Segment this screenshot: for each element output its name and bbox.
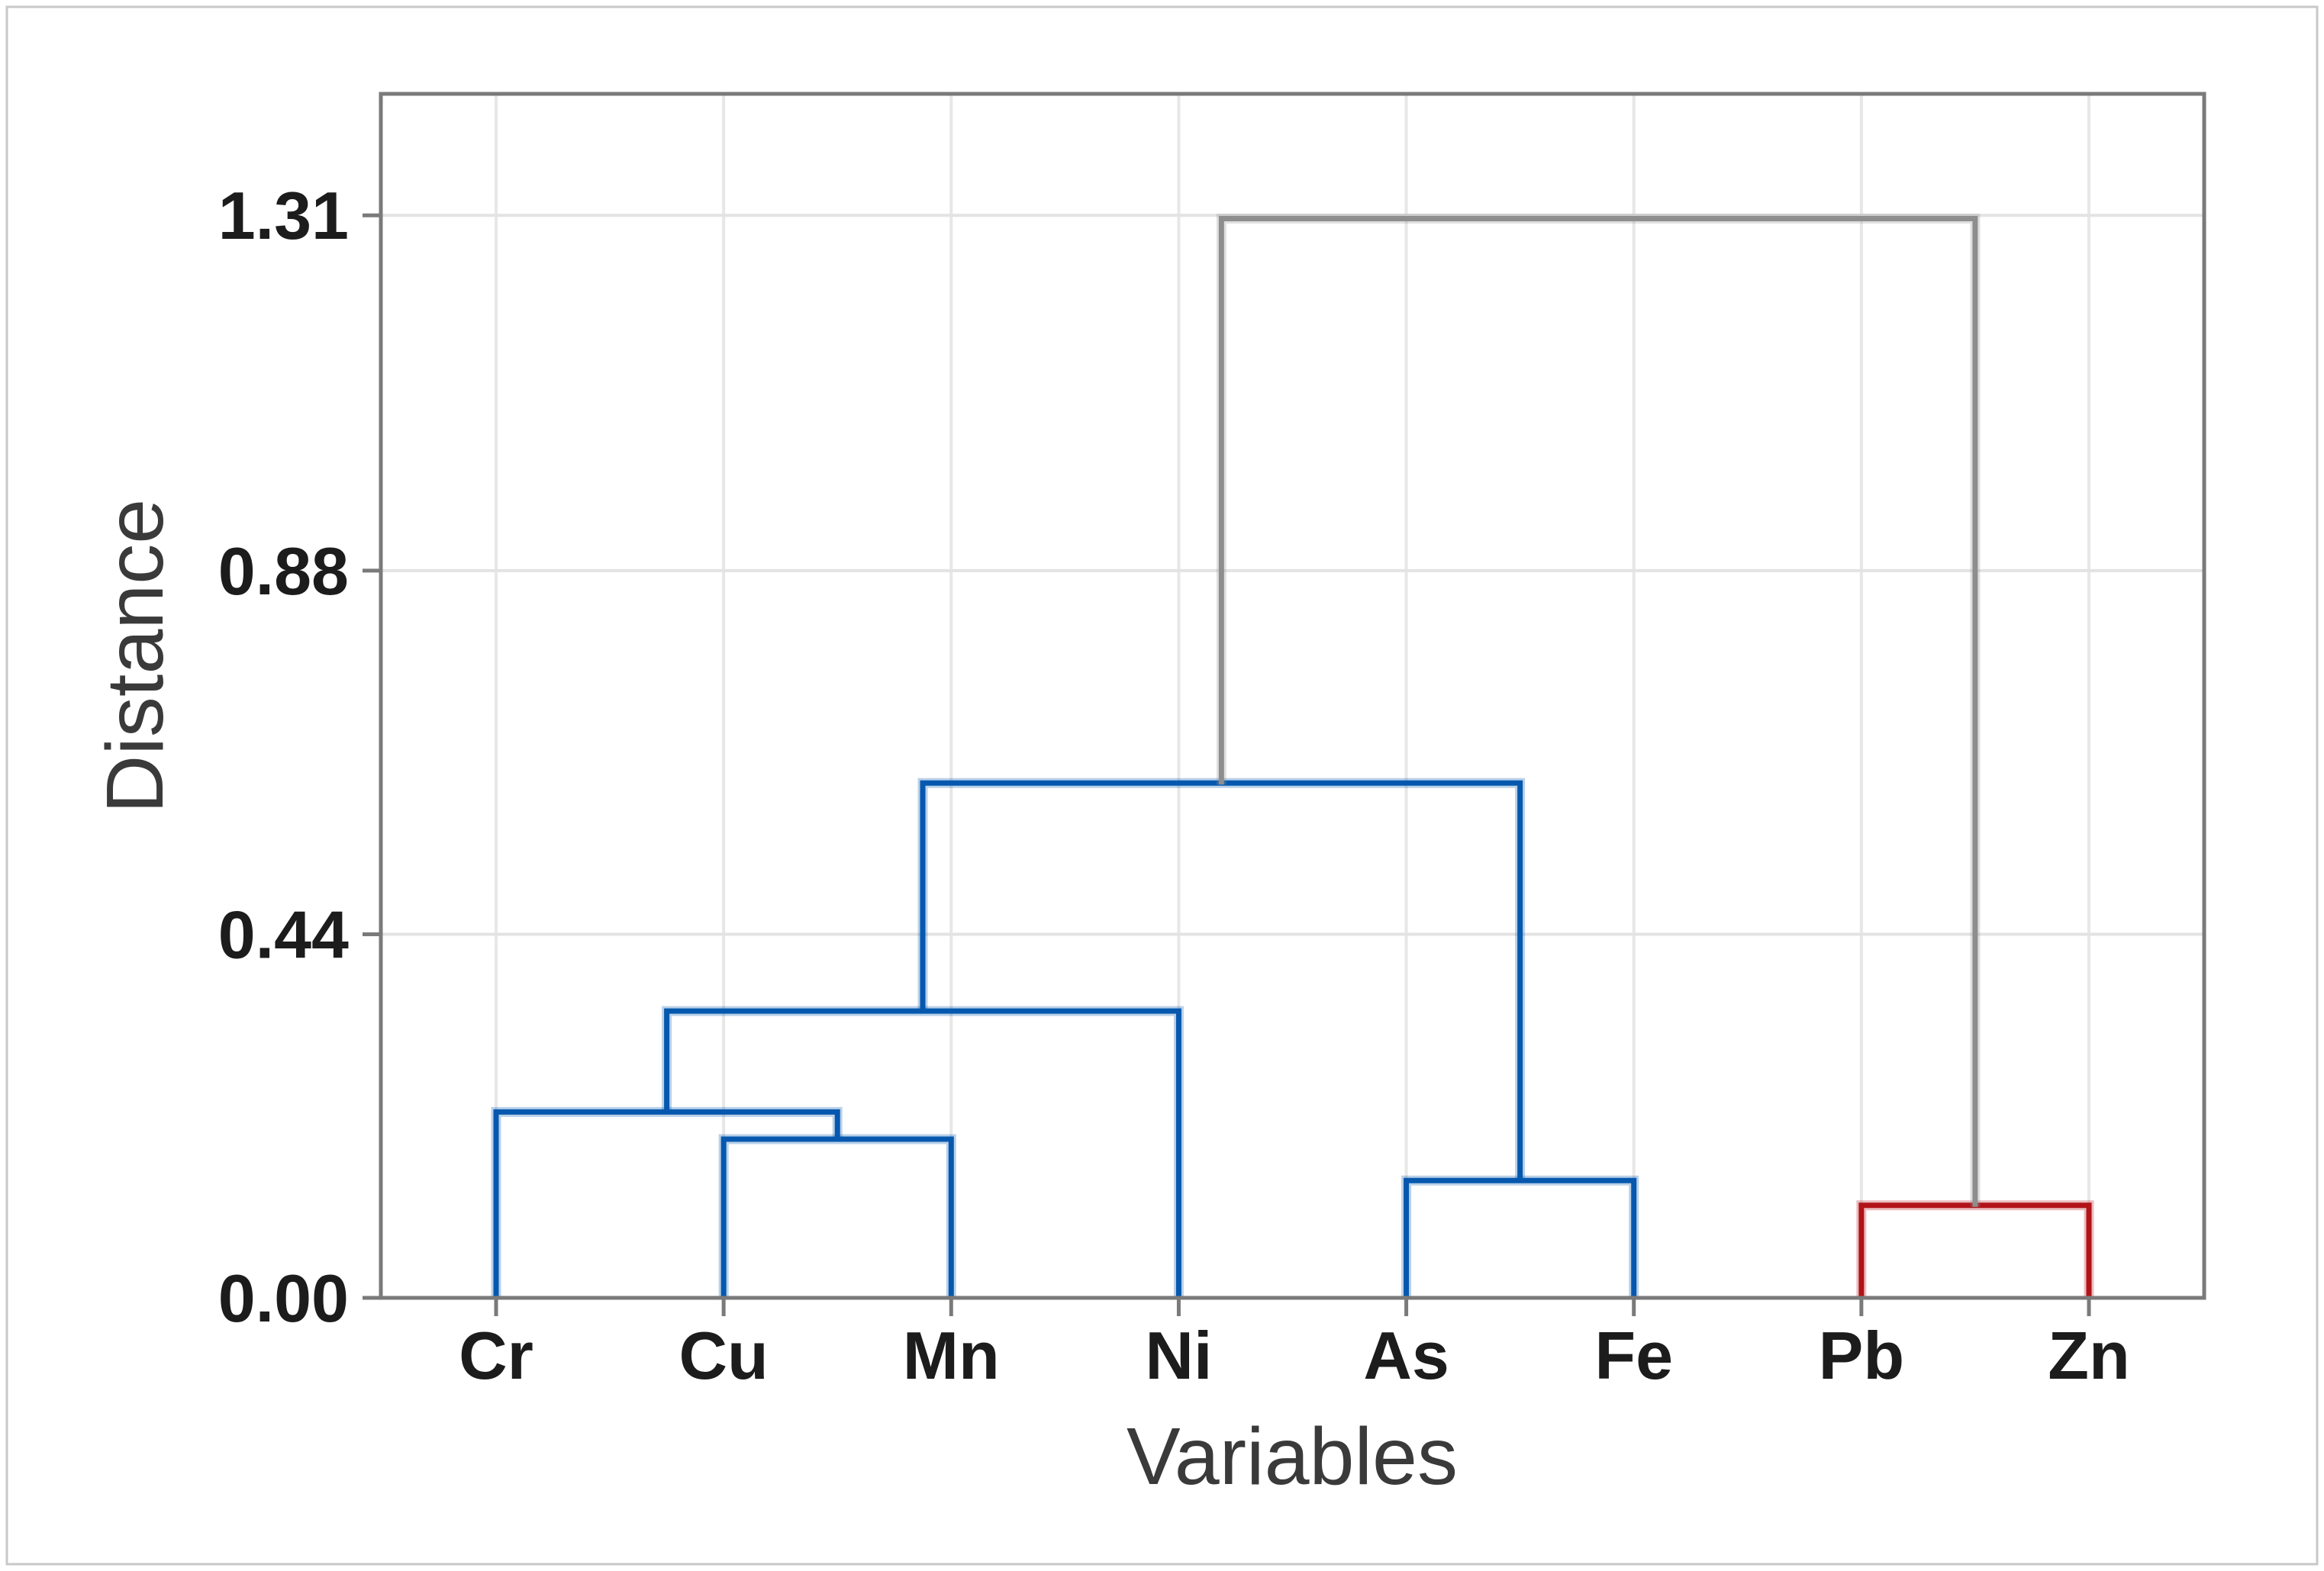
branch-As-Fe <box>1404 1177 1637 1299</box>
branch-halo-m1 <box>718 1134 956 1299</box>
y-tick-label-0.00: 0.00 <box>218 1260 349 1336</box>
leaf-label-Cu: Cu <box>679 1318 768 1393</box>
plot-border <box>379 92 2206 1300</box>
leaf-label-As: As <box>1363 1318 1449 1393</box>
leaf-label-Cr: Cr <box>459 1318 533 1393</box>
branch-halo-m5 <box>917 777 1526 1183</box>
leaf-label-Fe: Fe <box>1594 1318 1673 1393</box>
y-tick-label-1.31: 1.31 <box>218 178 349 253</box>
outer-frame <box>5 5 2319 1566</box>
branch-m2-Ni <box>664 1008 1181 1299</box>
dendrogram-branches <box>491 214 2094 1299</box>
branch-m3-m4 <box>920 780 1523 1183</box>
axis-tick-marks <box>363 213 2091 1316</box>
x-axis-title: Variables <box>1127 1412 1458 1502</box>
leaf-label-Ni: Ni <box>1145 1318 1212 1393</box>
gridlines <box>381 94 2204 1298</box>
y-axis-title: Distance <box>90 499 180 813</box>
branch-Pb-Zn <box>1858 1202 2092 1299</box>
branch-m5-m6 <box>1218 216 1978 1207</box>
leaf-label-Zn: Zn <box>2048 1318 2130 1393</box>
y-tick-label-0.88: 0.88 <box>218 533 349 609</box>
branch-halo-m3 <box>662 1006 1184 1299</box>
leaf-label-Mn: Mn <box>903 1318 1000 1393</box>
branch-halo-m6 <box>1856 1200 2094 1299</box>
branch-halo-m4 <box>1401 1175 1639 1299</box>
x-axis-leaf-labels: Cr Cu Mn Ni As Fe Pb Zn <box>459 1318 2130 1393</box>
branch-Cu-Mn <box>720 1136 954 1299</box>
y-axis-tick-labels: 0.00 0.44 0.88 1.31 <box>218 178 349 1336</box>
y-tick-label-0.44: 0.44 <box>218 897 349 972</box>
leaf-label-Pb: Pb <box>1819 1318 1904 1393</box>
